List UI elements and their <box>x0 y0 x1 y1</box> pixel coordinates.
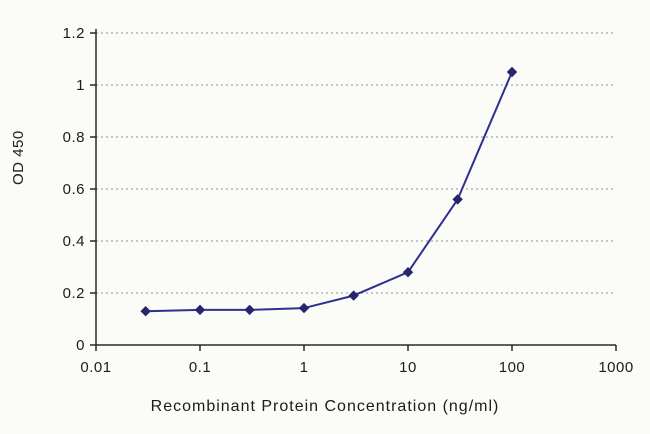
x-tick-label: 0.01 <box>80 359 111 376</box>
y-tick-label: 0.6 <box>63 181 85 198</box>
data-point-marker <box>140 305 151 317</box>
x-tick-label: 0.1 <box>189 359 211 376</box>
data-point-marker <box>244 304 255 316</box>
data-point-marker <box>194 304 206 316</box>
data-point-marker <box>298 302 310 314</box>
data-point-marker <box>506 66 518 78</box>
y-tick-label: 0 <box>76 337 85 354</box>
y-tick-label: 1.2 <box>63 25 85 42</box>
data-point-marker <box>452 194 463 205</box>
y-tick-label: 0.4 <box>63 233 85 250</box>
x-tick-label: 10 <box>399 359 417 376</box>
data-point-marker <box>348 290 359 301</box>
data-line <box>145 71 513 313</box>
data-point-marker <box>402 266 414 278</box>
x-tick-label: 1 <box>300 359 309 376</box>
y-axis-title: OD 450 <box>10 130 27 185</box>
x-tick-label: 1000 <box>598 359 633 376</box>
y-tick-label: 1 <box>76 77 85 94</box>
y-tick-label: 0.8 <box>63 129 85 146</box>
x-tick-label: 100 <box>499 359 526 376</box>
x-axis-title: Recombinant Protein Concentration (ng/ml… <box>150 398 500 415</box>
y-tick-label: 0.2 <box>63 285 85 302</box>
